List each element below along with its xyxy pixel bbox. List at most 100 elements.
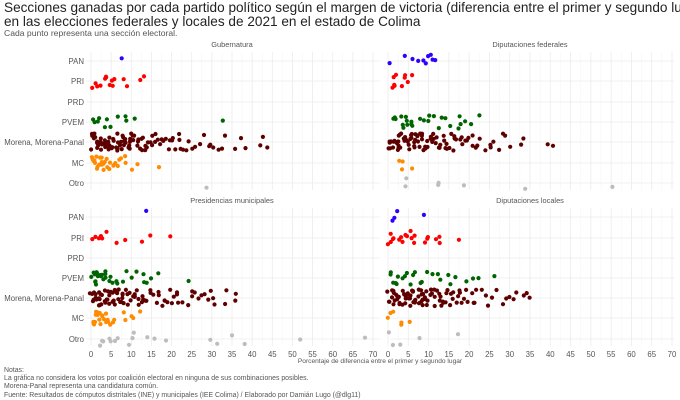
data-point	[110, 280, 115, 285]
data-point	[489, 295, 495, 300]
y-tick-label: MC	[72, 314, 84, 323]
data-point	[104, 141, 109, 146]
data-point	[413, 297, 418, 302]
data-point	[438, 277, 443, 282]
data-point	[123, 154, 128, 159]
data-point	[89, 147, 94, 152]
data-point	[124, 118, 129, 123]
data-point	[176, 300, 181, 305]
data-point	[150, 143, 155, 148]
data-point	[469, 122, 474, 127]
x-axis-tick-labels: 0 5 10 15 20 25 30 35 40 45 50 55 60 65 70 0 5 10 15 20 25 30…	[89, 350, 677, 359]
x-tick-label: 45	[268, 350, 277, 359]
data-point	[113, 161, 118, 166]
data-point	[90, 237, 95, 242]
data-point	[115, 114, 120, 119]
data-point	[410, 289, 416, 294]
data-point	[258, 143, 263, 148]
data-point	[260, 134, 265, 139]
data-point	[98, 147, 104, 152]
data-point	[433, 58, 438, 63]
data-point	[409, 131, 414, 137]
x-tick-label: 5	[406, 350, 411, 359]
data-point	[141, 74, 147, 79]
x-tick-label: 30	[505, 350, 514, 359]
data-point	[470, 143, 475, 148]
y-tick-label: MC	[72, 159, 84, 168]
data-point	[449, 131, 454, 136]
data-point	[198, 142, 203, 147]
data-point	[97, 310, 102, 316]
data-point	[459, 135, 464, 140]
data-point	[519, 142, 524, 147]
data-point	[115, 131, 120, 136]
x-tick-label: 30	[208, 350, 217, 359]
data-point	[456, 237, 461, 242]
data-point	[156, 165, 162, 170]
x-tick-label: 20	[167, 350, 176, 359]
data-point	[186, 139, 191, 144]
data-point	[400, 239, 405, 244]
data-point	[215, 341, 220, 346]
data-point	[140, 135, 145, 140]
data-point	[403, 296, 408, 301]
data-point	[139, 239, 145, 244]
data-point	[123, 160, 128, 165]
data-point	[163, 338, 169, 343]
data-point	[421, 118, 426, 123]
data-point	[96, 296, 102, 301]
data-point	[425, 298, 430, 303]
data-point	[405, 139, 410, 144]
data-point	[141, 272, 146, 277]
data-point	[479, 287, 484, 292]
data-point	[108, 339, 113, 344]
data-point	[97, 116, 102, 121]
data-point	[99, 302, 104, 307]
data-point	[483, 148, 488, 153]
data-point	[243, 146, 248, 151]
data-point	[216, 147, 221, 152]
facet-title: Diputaciones federales	[492, 40, 567, 49]
data-point	[134, 269, 139, 274]
data-point	[465, 299, 470, 304]
data-point	[448, 123, 453, 129]
data-point	[186, 278, 191, 284]
data-point	[426, 118, 431, 124]
data-point	[145, 335, 150, 340]
data-point	[104, 297, 109, 302]
data-point	[238, 136, 244, 141]
data-point	[453, 275, 458, 280]
data-point	[134, 288, 139, 293]
data-point	[92, 131, 97, 136]
data-point	[211, 296, 216, 301]
data-point	[120, 295, 125, 301]
data-point	[144, 298, 149, 303]
data-point	[126, 342, 132, 347]
data-point	[150, 133, 155, 138]
data-point	[101, 317, 106, 322]
data-point	[103, 311, 109, 316]
data-point	[362, 335, 368, 340]
data-point	[229, 333, 235, 338]
data-point	[410, 123, 415, 128]
data-point	[93, 292, 98, 297]
data-point	[410, 56, 415, 62]
x-tick-label: 55	[607, 350, 616, 359]
data-point	[434, 288, 440, 293]
data-point	[424, 302, 429, 308]
data-point	[521, 136, 526, 141]
data-point	[410, 166, 415, 171]
data-point	[144, 145, 149, 150]
data-point	[399, 114, 404, 119]
data-point	[265, 145, 270, 150]
data-point	[107, 293, 112, 298]
data-point	[186, 303, 191, 308]
data-point	[459, 300, 464, 305]
data-point	[224, 288, 229, 293]
data-point	[448, 303, 453, 308]
data-point	[450, 296, 455, 301]
data-point	[523, 186, 528, 191]
data-point	[92, 158, 97, 163]
data-point	[391, 309, 396, 314]
x-tick-label: 25	[187, 350, 196, 359]
